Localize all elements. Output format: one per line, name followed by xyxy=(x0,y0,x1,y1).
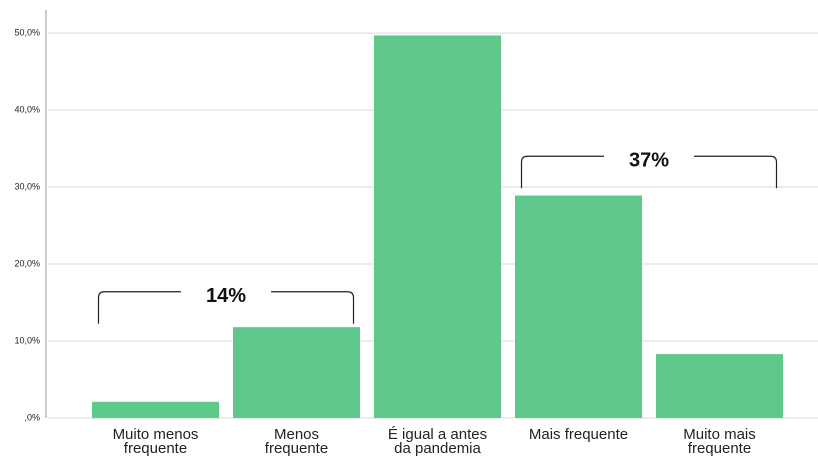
y-tick-label: 20,0% xyxy=(14,258,40,268)
bar xyxy=(374,35,501,418)
y-tick-label: 40,0% xyxy=(14,104,40,114)
y-tick-label: 10,0% xyxy=(14,335,40,345)
bracket xyxy=(271,291,355,324)
bracket xyxy=(694,155,778,189)
bracket xyxy=(97,291,181,324)
x-tick-label: Muito menos frequente xyxy=(112,426,199,457)
bar xyxy=(92,401,219,418)
bar xyxy=(233,327,360,418)
y-tick-label: 30,0% xyxy=(14,181,40,191)
y-tick-label: 50,0% xyxy=(14,27,40,37)
annotation: 14% xyxy=(206,285,246,307)
bar xyxy=(656,354,783,418)
x-tick-label: Muito mais frequente xyxy=(683,426,756,457)
x-tick-label: Menos frequente xyxy=(264,426,329,457)
annotation: 37% xyxy=(629,150,669,172)
x-tick-label: É igual a antes da pandemia xyxy=(387,426,488,457)
bar xyxy=(515,195,642,418)
y-tick-label: ,0% xyxy=(24,412,40,422)
bracket xyxy=(520,155,604,189)
x-tick-label: Mais frequente xyxy=(528,426,629,443)
